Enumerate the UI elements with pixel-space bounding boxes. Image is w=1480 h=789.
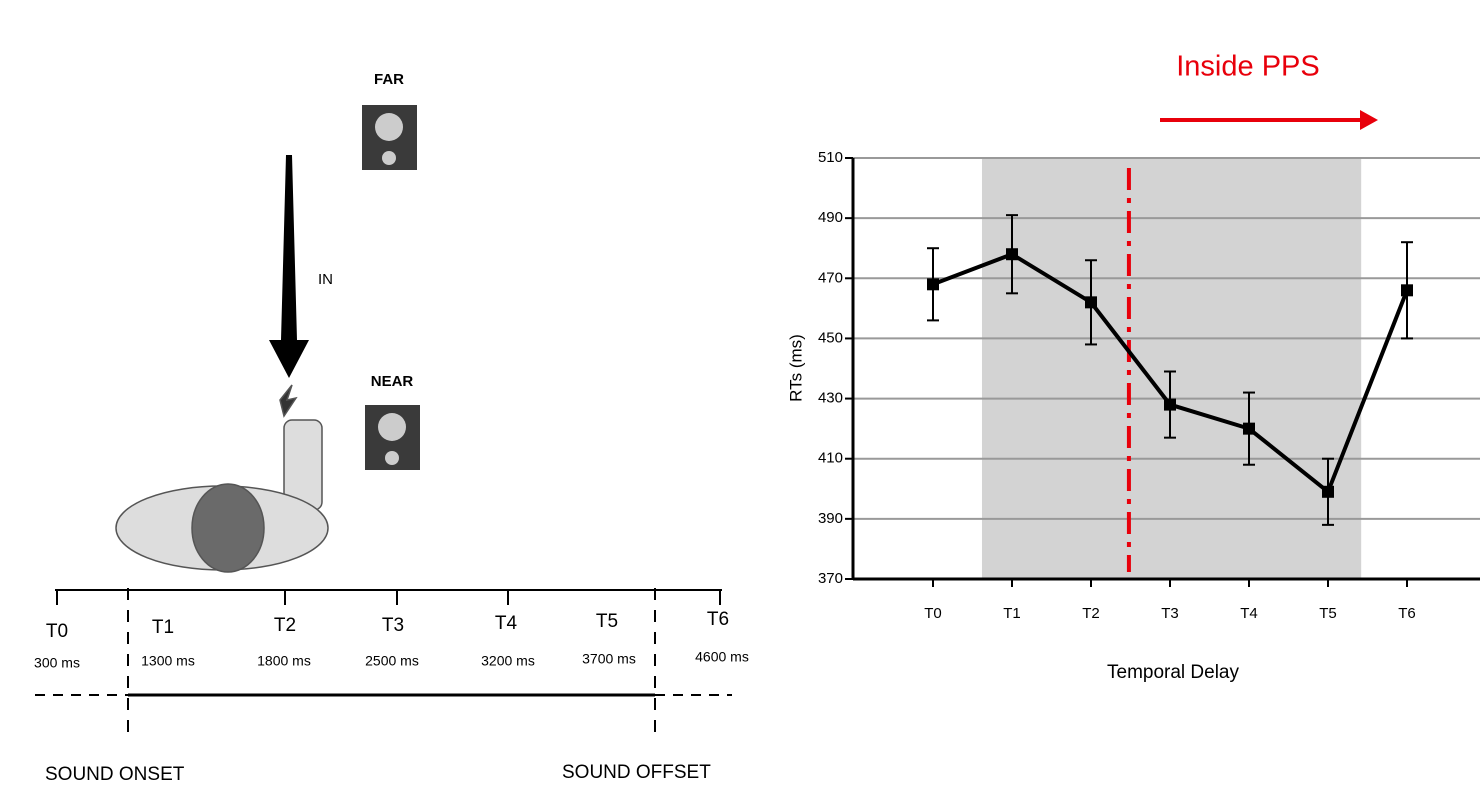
shaded-region: [981, 158, 1362, 579]
time-point-label: T3: [382, 615, 404, 636]
x-tick-label: T4: [1240, 605, 1258, 622]
marker: [1401, 284, 1413, 297]
marker: [1322, 485, 1334, 498]
time-point-label: T4: [495, 613, 518, 634]
y-tick-label: 430: [818, 390, 843, 407]
y-tick-label: 450: [818, 329, 843, 346]
x-axis-label: Temporal Delay: [1107, 662, 1239, 683]
x-tick-label: T0: [924, 605, 942, 622]
sound-offset: SOUND OFFSET: [562, 762, 711, 783]
annotation: Inside PPS: [1176, 51, 1319, 83]
speaker-far: [362, 105, 417, 170]
marker: [1006, 248, 1018, 261]
time-point-ms: 3200 ms: [481, 653, 535, 669]
marker: [927, 278, 939, 291]
y-tick-label: 470: [818, 269, 843, 286]
marker: [1164, 398, 1176, 411]
y-tick-label: 410: [818, 450, 843, 467]
x-tick-label: T1: [1003, 605, 1021, 622]
y-tick-label: 510: [818, 149, 843, 166]
time-point-label: T1: [152, 617, 174, 638]
time-point-ms: 2500 ms: [365, 653, 419, 669]
y-tick-label: 490: [818, 209, 843, 226]
y-tick-label: 370: [818, 570, 843, 587]
time-point-label: T6: [707, 609, 729, 630]
x-tick-label: T6: [1398, 605, 1416, 622]
annotation-arrow-head: [1360, 110, 1378, 130]
far-label: FAR: [374, 71, 404, 88]
near-label: NEAR: [371, 373, 414, 390]
x-tick-label: T5: [1319, 605, 1337, 622]
y-tick-label: 390: [818, 510, 843, 527]
arrow-in: [269, 155, 309, 378]
time-point-ms: 300 ms: [34, 655, 80, 671]
time-point-label: T2: [274, 615, 296, 636]
time-point-label: T5: [596, 611, 618, 632]
time-point-ms: 1300 ms: [141, 653, 195, 669]
sound-onset: SOUND ONSET: [45, 764, 185, 785]
time-point-ms: 1800 ms: [257, 653, 311, 669]
x-tick-label: T2: [1082, 605, 1100, 622]
time-point-ms: 4600 ms: [695, 649, 749, 665]
person: [115, 384, 329, 573]
marker: [1085, 296, 1097, 309]
speaker-near: [365, 405, 420, 470]
timeline: [35, 588, 732, 735]
in-label: IN: [318, 271, 333, 288]
time-point-label: T0: [46, 621, 68, 642]
time-point-ms: 3700 ms: [582, 651, 636, 667]
marker: [1243, 422, 1255, 435]
y-axis-label: RTs (ms): [786, 334, 805, 402]
x-tick-label: T3: [1161, 605, 1179, 622]
